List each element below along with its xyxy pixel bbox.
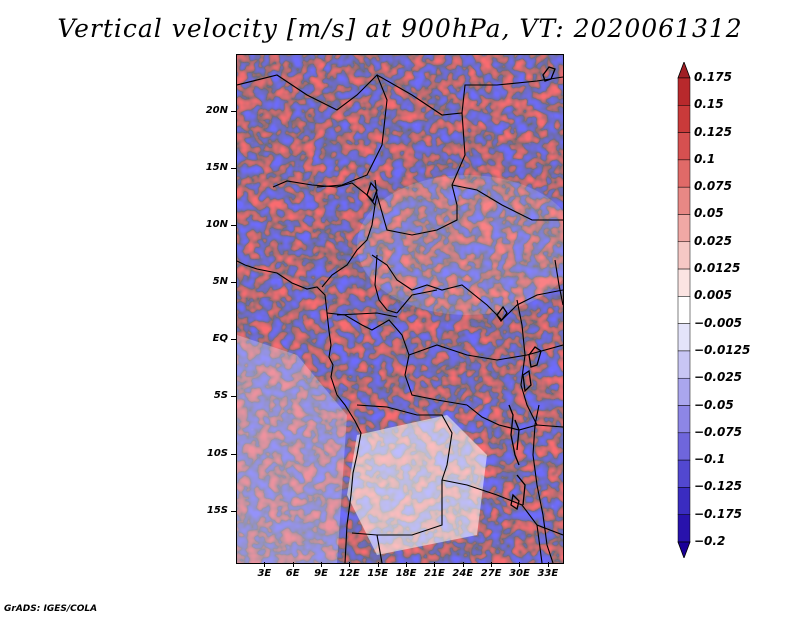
lat-tick-label: 10S (206, 447, 228, 459)
colorbar-segment (677, 432, 691, 461)
lat-tick (231, 111, 236, 113)
colorbar-label: −0.175 (694, 506, 743, 521)
colorbar-label: 0.05 (694, 206, 724, 221)
lat-tick-label: 10N (205, 219, 228, 231)
colorbar-label: −0.125 (694, 479, 743, 494)
colorbar-segment (677, 405, 691, 434)
colorbar-label: −0.0125 (694, 342, 751, 357)
colorbar-label: −0.005 (694, 315, 743, 330)
colorbar-label: 0.175 (694, 70, 732, 84)
colorbar (677, 62, 691, 558)
lon-tick-label: 9E (314, 568, 328, 579)
colorbar-label: 0.025 (694, 233, 732, 248)
colorbar-label: −0.025 (694, 370, 743, 385)
colorbar-label: 0.0125 (694, 261, 741, 276)
colorbar-label: 0.075 (694, 179, 732, 194)
colorbar-segment (677, 296, 691, 324)
colorbar-segment (677, 186, 691, 215)
colorbar-segment (677, 459, 691, 488)
colorbar-segment (677, 323, 691, 352)
colorbar-label: −0.075 (694, 424, 743, 439)
grads-credit: GrADS: IGES/COLA (4, 604, 98, 614)
colorbar-label: 0.15 (694, 97, 724, 112)
colorbar-segment (677, 241, 691, 270)
colorbar-label: 0.1 (694, 151, 716, 166)
lon-tick-label: 18E (395, 568, 417, 579)
lat-tick (231, 168, 236, 170)
lat-tick-label: 15S (206, 504, 228, 516)
lat-tick (231, 339, 236, 341)
lat-tick-label: EQ (212, 333, 228, 345)
lat-tick (231, 225, 236, 227)
plot-title: Vertical velocity [m/s] at 900hPa, VT: 2… (57, 14, 743, 43)
map-panel (236, 54, 564, 564)
colorbar-segment (677, 514, 691, 543)
colorbar-label: −0.2 (694, 534, 726, 548)
colorbar-segment (677, 214, 691, 243)
lon-tick-label: 27E (480, 568, 502, 579)
lat-tick-label: 5S (213, 390, 228, 402)
lat-tick (231, 282, 236, 284)
lat-tick-label: 15N (205, 162, 228, 174)
lon-tick (349, 562, 351, 567)
colorbar-segment (677, 132, 691, 161)
lon-tick (377, 562, 379, 567)
vertical-velocity-field (237, 55, 563, 563)
lon-tick (519, 562, 521, 567)
lon-tick (547, 562, 549, 567)
lon-tick-label: 21E (424, 568, 445, 579)
lat-tick-label: 20N (205, 105, 228, 117)
lon-tick-label: 3E (257, 568, 272, 579)
colorbar-segment (677, 377, 691, 406)
lon-tick (264, 562, 266, 567)
colorbar-label: 0.005 (694, 288, 732, 303)
lon-tick-label: 24E (452, 568, 474, 579)
lon-tick (491, 562, 493, 567)
colorbar-segment (677, 487, 691, 515)
lon-tick (406, 562, 408, 567)
colorbar-segment (677, 350, 691, 379)
coastline-borders (237, 74, 563, 563)
colorbar-label: 0.125 (694, 124, 732, 139)
lon-tick (292, 562, 294, 567)
lat-tick (231, 396, 236, 398)
colorbar-min-arrow (677, 541, 691, 558)
lat-tick (231, 453, 236, 455)
lon-tick (321, 562, 323, 567)
lat-tick-label: 5N (212, 276, 228, 288)
colorbar-segment (677, 105, 691, 133)
lon-tick-label: 6E (285, 568, 300, 579)
lon-tick (462, 562, 464, 567)
colorbar-max-arrow (677, 62, 691, 79)
colorbar-segment (677, 159, 691, 188)
colorbar-segment (677, 268, 691, 297)
lon-tick-label: 33E (537, 568, 559, 579)
lon-tick-label: 12E (339, 568, 360, 579)
colorbar-segment (677, 77, 691, 106)
lakes (366, 66, 556, 511)
colorbar-label: −0.05 (694, 397, 734, 412)
lon-tick-label: 15E (367, 568, 389, 579)
lat-tick (231, 510, 236, 512)
colorbar-label: −0.1 (694, 452, 726, 467)
lon-tick-label: 30E (509, 568, 530, 579)
lon-tick (434, 562, 436, 567)
